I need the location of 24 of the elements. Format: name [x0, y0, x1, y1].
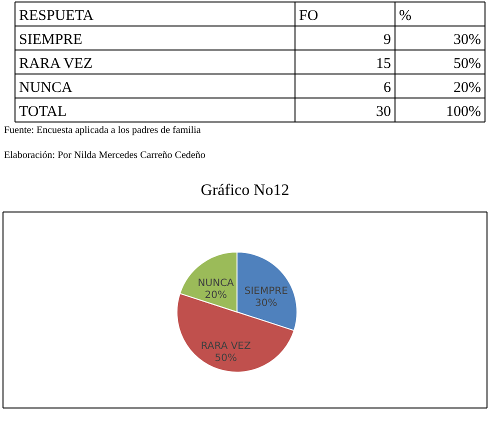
- text: Elaboración: Por Nilda Mercedes Carreño Cedeño: [4, 150, 206, 161]
- slice-label: SIEMPRE: [244, 286, 288, 297]
- text: RESPUETA: [19, 8, 94, 24]
- text: 9: [384, 32, 391, 48]
- text: 15: [376, 56, 391, 72]
- text: %: [399, 8, 412, 24]
- text: 6: [384, 80, 392, 96]
- text: 50%: [454, 56, 481, 72]
- data-label: 30%: [255, 298, 278, 309]
- text: TOTAL: [19, 104, 67, 120]
- source-note: Fuente: Encuesta aplicada a los padres de familia: [4, 125, 202, 136]
- slice-label: RARA VEZ: [200, 341, 251, 352]
- text: 100%: [446, 104, 481, 120]
- slice-label: NUNCA: [198, 278, 234, 289]
- text: 20%: [454, 80, 481, 96]
- text: 30: [376, 104, 391, 120]
- text: FO: [299, 8, 318, 24]
- chart-title: Gráfico No12: [200, 182, 290, 199]
- data-label: 50%: [214, 353, 237, 364]
- text: SIEMPRE: [19, 32, 82, 48]
- text: NUNCA: [19, 80, 72, 96]
- text: 30%: [454, 32, 481, 48]
- data-label: 20%: [204, 290, 227, 301]
- text: RARA VEZ: [19, 56, 92, 72]
